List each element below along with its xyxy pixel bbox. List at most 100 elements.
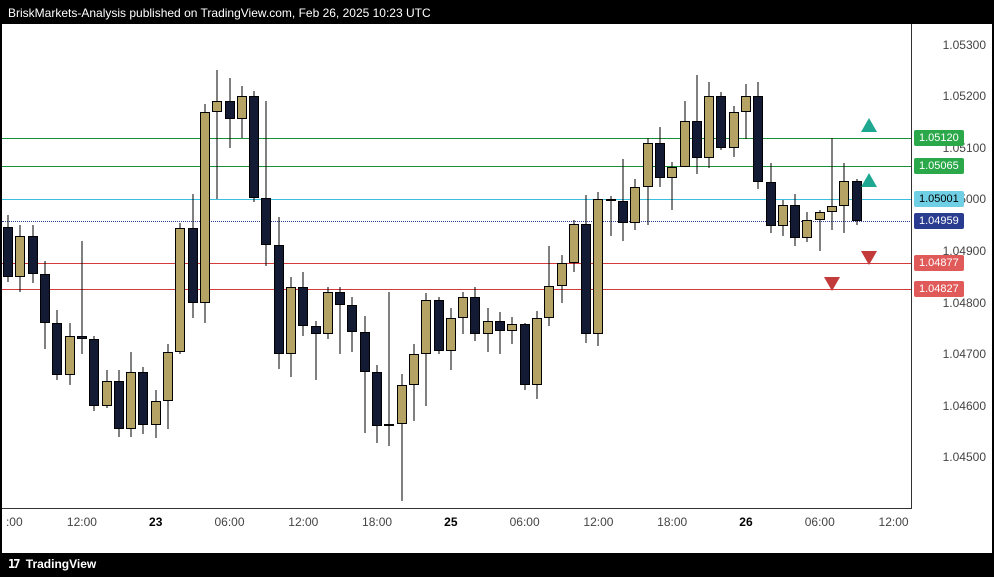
candle-wick	[500, 312, 501, 354]
candle-wick	[623, 159, 624, 241]
candle-body	[89, 339, 99, 406]
candle	[15, 24, 25, 509]
chart-area[interactable]	[2, 24, 912, 509]
candle-body	[163, 352, 173, 401]
candle-body	[261, 198, 271, 244]
candle-body	[618, 201, 628, 223]
candle	[40, 24, 50, 509]
candle-body	[102, 381, 112, 406]
arrow-down-icon	[861, 251, 877, 265]
candle-body	[360, 332, 370, 372]
candle	[581, 24, 591, 509]
candle-body	[372, 372, 382, 426]
x-tick-label: 12:00	[583, 515, 613, 529]
candle	[65, 24, 75, 509]
candle-body	[212, 101, 222, 111]
candle-body	[421, 300, 431, 354]
price-level-label: 1.05065	[914, 158, 964, 174]
candle-body	[790, 205, 800, 239]
candle	[200, 24, 210, 509]
candle	[335, 24, 345, 509]
candle	[311, 24, 321, 509]
candle	[163, 24, 173, 509]
candle-body	[692, 121, 702, 158]
candle	[593, 24, 603, 509]
candle	[827, 24, 837, 509]
candle	[532, 24, 542, 509]
arrow-down-icon	[824, 277, 840, 291]
candle-body	[643, 143, 653, 187]
candle-body	[28, 236, 38, 275]
candle-body	[802, 220, 812, 238]
candle-body	[397, 385, 407, 424]
candle	[323, 24, 333, 509]
candle-body	[384, 424, 394, 427]
arrow-up-icon	[861, 118, 877, 132]
candle	[716, 24, 726, 509]
candle	[618, 24, 628, 509]
candle-body	[409, 354, 419, 385]
candle-body	[286, 287, 296, 354]
candle	[114, 24, 124, 509]
candle-wick	[610, 196, 611, 235]
candle-body	[520, 324, 530, 385]
candle	[89, 24, 99, 509]
candle-body	[557, 263, 567, 286]
candle-body	[175, 228, 185, 352]
candle	[630, 24, 640, 509]
candle-body	[151, 401, 161, 425]
candle	[384, 24, 394, 509]
candle-body	[200, 112, 210, 303]
price-level-label: 1.04827	[914, 281, 964, 297]
candle-body	[77, 336, 87, 339]
candle	[852, 24, 862, 509]
candle-body	[237, 96, 247, 119]
y-tick-label: 1.04700	[943, 347, 986, 361]
candle	[397, 24, 407, 509]
candle	[790, 24, 800, 509]
candle-body	[446, 318, 456, 351]
candle	[643, 24, 653, 509]
candle	[237, 24, 247, 509]
candle-body	[581, 224, 591, 333]
price-level-label: 1.05001	[914, 191, 964, 207]
candle-body	[126, 372, 136, 429]
candle-body	[495, 321, 505, 331]
candle-body	[716, 96, 726, 148]
y-axis: 1.045001.046001.047001.048001.049001.050…	[911, 24, 992, 509]
candle-body	[655, 143, 665, 179]
candle	[421, 24, 431, 509]
x-tick-label: 06:00	[214, 515, 244, 529]
candle-body	[483, 321, 493, 334]
candle	[655, 24, 665, 509]
candle	[741, 24, 751, 509]
candle	[507, 24, 517, 509]
candle	[606, 24, 616, 509]
candle-body	[766, 182, 776, 226]
candle-body	[667, 167, 677, 178]
candle	[360, 24, 370, 509]
candle	[249, 24, 259, 509]
chart-frame: BriskMarkets-Analysis published on Tradi…	[0, 0, 994, 577]
x-tick-label: 18:00	[362, 515, 392, 529]
candle	[667, 24, 677, 509]
candle-body	[347, 305, 357, 332]
candle-body	[544, 286, 554, 318]
candle	[298, 24, 308, 509]
candle	[28, 24, 38, 509]
candle	[274, 24, 284, 509]
candle	[138, 24, 148, 509]
candle	[766, 24, 776, 509]
candle-body	[741, 96, 751, 111]
candle	[557, 24, 567, 509]
candle	[286, 24, 296, 509]
candle-body	[470, 297, 480, 333]
candle	[52, 24, 62, 509]
candle-body	[778, 205, 788, 227]
candle	[102, 24, 112, 509]
candle-body	[532, 318, 542, 385]
candle-body	[225, 101, 235, 119]
x-axis: :0012:002306:0012:0018:002506:0012:0018:…	[2, 508, 912, 531]
y-tick-label: 1.04800	[943, 296, 986, 310]
candle	[680, 24, 690, 509]
